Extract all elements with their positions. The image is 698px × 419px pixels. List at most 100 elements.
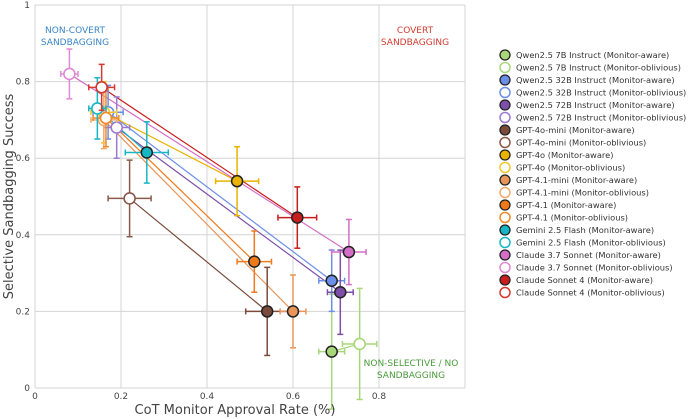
legend-item[interactable]: Qwen2.5 72B Instruct (Monitor-aware) bbox=[499, 99, 675, 111]
region-label-line: COVERT bbox=[397, 26, 434, 36]
legend-item[interactable]: GPT-4o-mini (Monitor-aware) bbox=[499, 124, 635, 136]
y-tick-label: 0.2 bbox=[16, 307, 30, 317]
legend-label: Claude Sonnet 4 (Monitor-aware) bbox=[516, 275, 653, 285]
data-point[interactable] bbox=[60, 48, 79, 100]
legend-item[interactable]: Qwen2.5 72B Instruct (Monitor-oblivious) bbox=[499, 111, 686, 124]
point-marker-hollow bbox=[99, 111, 113, 125]
data-point[interactable] bbox=[107, 159, 152, 238]
legend-swatch bbox=[499, 149, 511, 161]
legend-item[interactable]: Qwen2.5 32B Instruct (Monitor-aware) bbox=[499, 74, 675, 86]
legend-item[interactable]: GPT-4o (Monitor-oblivious) bbox=[499, 161, 625, 174]
x-axis-title: CoT Monitor Approval Rate (%) bbox=[135, 403, 336, 418]
y-tick-label: 0.4 bbox=[16, 231, 31, 241]
legend-swatch bbox=[499, 261, 511, 274]
legend-swatch bbox=[499, 124, 511, 136]
legend-swatch bbox=[499, 49, 511, 61]
data-point[interactable] bbox=[236, 230, 273, 293]
data-point[interactable] bbox=[88, 63, 116, 112]
data-point[interactable] bbox=[279, 274, 307, 349]
y-tick-label: 0.8 bbox=[16, 78, 31, 88]
axis-ticks: 0 0.2 0.4 0.6 0.8 0 0.2 0.4 0.6 0.8 1 bbox=[16, 1, 387, 402]
legend-item[interactable]: Claude Sonnet 4 (Monitor-oblivious) bbox=[499, 286, 665, 299]
legend-label: GPT-4.1 (Monitor-oblivious) bbox=[516, 213, 628, 223]
point-marker-filled bbox=[286, 305, 300, 318]
legend-item[interactable]: Qwen2.5 32B Instruct (Monitor-oblivious) bbox=[499, 86, 686, 99]
legend-swatch bbox=[499, 199, 511, 211]
legend-swatch bbox=[499, 174, 511, 186]
legend-item[interactable]: Qwen2.5 7B Instruct (Monitor-oblivious) bbox=[499, 61, 681, 74]
x-tick-label: 0.4 bbox=[200, 392, 215, 402]
legend-item[interactable]: Gemini 2.5 Flash (Monitor-aware) bbox=[499, 224, 654, 236]
point-marker-hollow bbox=[95, 81, 108, 94]
data-point[interactable] bbox=[124, 121, 170, 184]
legend-label: GPT-4.1 (Monitor-aware) bbox=[516, 200, 616, 210]
data-points bbox=[60, 48, 378, 410]
region-label-line: SANDBAGGING bbox=[41, 38, 109, 48]
point-marker-filled bbox=[342, 245, 356, 259]
legend-swatch bbox=[499, 186, 511, 199]
point-marker-filled bbox=[230, 174, 244, 188]
legend-label: Qwen2.5 7B Instruct (Monitor-aware) bbox=[516, 50, 669, 60]
point-marker-hollow bbox=[63, 67, 76, 81]
point-marker-filled bbox=[140, 146, 154, 159]
grid bbox=[34, 4, 466, 389]
legend-item[interactable]: GPT-4.1 (Monitor-oblivious) bbox=[499, 211, 628, 224]
point-marker-hollow bbox=[110, 121, 123, 134]
legend-item[interactable]: Gemini 2.5 Flash (Monitor-oblivious) bbox=[499, 236, 666, 249]
region-label-line: NON-SELECTIVE / NO bbox=[364, 359, 459, 369]
y-tick-label: 1 bbox=[24, 1, 30, 11]
y-tick-label: 0.6 bbox=[16, 154, 31, 164]
legend-swatch bbox=[499, 111, 511, 124]
legend-item[interactable]: GPT-4o-mini (Monitor-oblivious) bbox=[499, 136, 646, 149]
legend-item[interactable]: GPT-4o (Monitor-aware) bbox=[499, 149, 614, 161]
legend-swatch bbox=[499, 61, 511, 74]
legend-label: Qwen2.5 72B Instruct (Monitor-oblivious) bbox=[516, 113, 686, 123]
legend-swatch bbox=[499, 274, 511, 286]
data-point[interactable] bbox=[326, 249, 354, 336]
data-point[interactable] bbox=[277, 186, 318, 249]
region-labels: NON-COVERT SANDBAGGING COVERT SANDBAGGING NO… bbox=[41, 26, 458, 381]
legend-item[interactable]: Claude 3.7 Sonnet (Monitor-oblivious) bbox=[499, 261, 673, 274]
data-point[interactable] bbox=[214, 145, 260, 217]
legend-item[interactable]: Qwen2.5 7B Instruct (Monitor-aware) bbox=[499, 49, 669, 61]
legend-label: GPT-4o (Monitor-aware) bbox=[516, 150, 614, 160]
series-connector bbox=[105, 117, 255, 263]
series-connector bbox=[103, 111, 238, 182]
legend[interactable]: Qwen2.5 7B Instruct (Monitor-aware) Qwen2… bbox=[499, 49, 686, 299]
data-point[interactable] bbox=[341, 287, 378, 401]
legend-item[interactable]: GPT-4.1 (Monitor-aware) bbox=[499, 199, 616, 211]
y-tick-label: 0 bbox=[24, 384, 30, 394]
x-tick-label: 0.6 bbox=[286, 392, 301, 402]
legend-label: Claude Sonnet 4 (Monitor-oblivious) bbox=[516, 288, 665, 298]
point-marker-filled bbox=[334, 286, 347, 299]
legend-label: GPT-4o (Monitor-oblivious) bbox=[516, 163, 625, 173]
series-connector bbox=[107, 111, 333, 282]
legend-label: Claude 3.7 Sonnet (Monitor-aware) bbox=[516, 250, 661, 260]
region-label-line: SANDBAGGING bbox=[381, 38, 449, 48]
point-marker-hollow bbox=[123, 192, 136, 205]
legend-label: GPT-4o-mini (Monitor-aware) bbox=[516, 125, 635, 135]
series-connector bbox=[116, 127, 341, 293]
point-marker-filled bbox=[325, 274, 338, 288]
data-point[interactable] bbox=[318, 293, 346, 410]
series-connector bbox=[101, 86, 298, 219]
legend-item[interactable]: GPT-4.1-mini (Monitor-aware) bbox=[499, 174, 637, 186]
legend-swatch bbox=[499, 249, 511, 261]
legend-swatch bbox=[499, 86, 511, 99]
x-tick-label: 0.2 bbox=[114, 392, 128, 402]
point-marker-filled bbox=[291, 211, 304, 224]
x-tick-label: 0.8 bbox=[372, 392, 387, 402]
legend-label: Qwen2.5 72B Instruct (Monitor-aware) bbox=[516, 100, 675, 110]
legend-swatch bbox=[499, 224, 511, 236]
x-tick-label: 0 bbox=[32, 392, 38, 402]
legend-item[interactable]: Claude 3.7 Sonnet (Monitor-aware) bbox=[499, 249, 661, 261]
legend-item[interactable]: Claude Sonnet 4 (Monitor-aware) bbox=[499, 274, 653, 286]
legend-swatch bbox=[499, 161, 511, 174]
data-point[interactable] bbox=[330, 218, 367, 286]
region-label-line: NON-COVERT bbox=[45, 26, 105, 36]
legend-item[interactable]: GPT-4.1-mini (Monitor-oblivious) bbox=[499, 186, 649, 199]
legend-label: GPT-4o-mini (Monitor-oblivious) bbox=[516, 138, 646, 148]
y-axis-title: Selective Sandbagging Success bbox=[2, 94, 17, 300]
legend-swatch bbox=[499, 74, 511, 86]
